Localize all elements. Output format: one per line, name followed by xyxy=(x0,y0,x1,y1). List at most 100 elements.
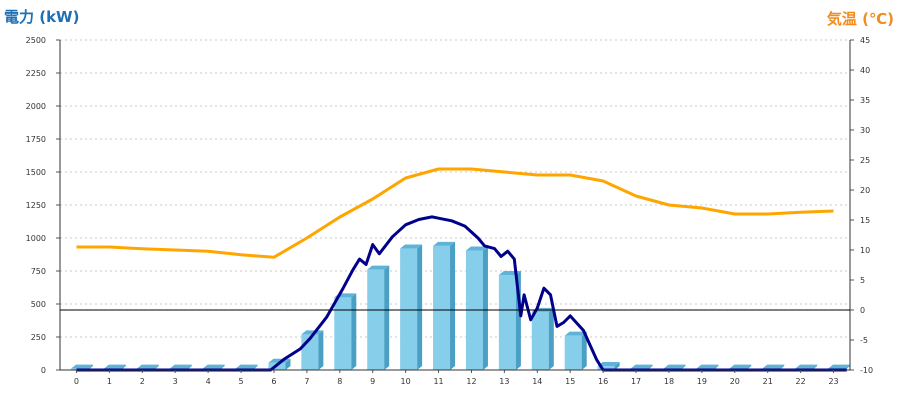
x-tick-label: 21 xyxy=(763,377,773,386)
x-tick-label: 0 xyxy=(74,377,79,386)
bar-front xyxy=(597,366,615,370)
bar-side xyxy=(318,330,324,370)
power-bar xyxy=(367,265,390,370)
bar-front xyxy=(531,311,549,370)
power-bar xyxy=(400,244,423,370)
right-tick-label: 5 xyxy=(860,276,865,285)
bar-side xyxy=(417,244,423,370)
right-tick-label: 20 xyxy=(860,186,870,195)
x-tick-label: 1 xyxy=(107,377,112,386)
x-tick-label: 15 xyxy=(565,377,575,386)
left-tick-label: 250 xyxy=(31,333,46,342)
power-line xyxy=(76,215,847,372)
left-tick-label: 1750 xyxy=(26,135,46,144)
left-tick-label: 1250 xyxy=(26,201,46,210)
x-tick-label: 11 xyxy=(433,377,443,386)
x-tick-label: 13 xyxy=(499,377,509,386)
left-tick-label: 500 xyxy=(31,300,46,309)
left-tick-label: 2000 xyxy=(26,102,46,111)
bar-side xyxy=(614,362,620,370)
x-tick-label: 22 xyxy=(796,377,806,386)
right-tick-label: 30 xyxy=(860,126,870,135)
bar-top xyxy=(696,364,719,369)
axes xyxy=(56,39,854,373)
tick-labels: 02505007501000125015001750200022502500-1… xyxy=(26,36,873,386)
x-tick-label: 10 xyxy=(401,377,411,386)
right-tick-label: 15 xyxy=(860,216,870,225)
power-bars xyxy=(70,241,851,370)
power-bar xyxy=(465,246,488,370)
left-tick-label: 2500 xyxy=(26,36,46,45)
bar-side xyxy=(285,358,291,370)
power-bar xyxy=(531,307,554,370)
bar-top xyxy=(762,364,785,369)
bar-side xyxy=(548,307,554,370)
left-tick-label: 1000 xyxy=(26,234,46,243)
series-lines xyxy=(76,167,847,372)
bar-top xyxy=(564,331,587,336)
x-tick-label: 4 xyxy=(206,377,211,386)
x-tick-label: 18 xyxy=(664,377,674,386)
right-axis-label: 気温 (℃) xyxy=(827,10,894,28)
bar-top xyxy=(235,364,258,369)
bar-side xyxy=(384,265,390,370)
x-tick-label: 12 xyxy=(466,377,476,386)
bar-top xyxy=(465,246,488,251)
bar-front xyxy=(433,245,451,370)
x-tick-label: 19 xyxy=(697,377,707,386)
power-bar xyxy=(597,362,620,370)
x-tick-label: 23 xyxy=(828,377,838,386)
bar-top xyxy=(400,244,423,249)
right-tick-label: -10 xyxy=(860,366,873,375)
bar-top xyxy=(301,330,324,335)
left-tick-label: 2250 xyxy=(26,69,46,78)
bar-front xyxy=(498,274,516,370)
bar-top xyxy=(729,364,752,369)
bar-top xyxy=(136,364,159,369)
bar-top xyxy=(169,364,192,369)
x-tick-label: 2 xyxy=(140,377,145,386)
x-tick-label: 8 xyxy=(337,377,342,386)
x-tick-label: 14 xyxy=(532,377,542,386)
bar-top xyxy=(433,241,456,246)
power-bar xyxy=(433,241,456,370)
bar-top xyxy=(367,265,390,270)
right-tick-label: 0 xyxy=(860,306,865,315)
bar-top xyxy=(202,364,225,369)
bar-front xyxy=(367,269,385,370)
bar-top xyxy=(630,364,653,369)
bar-top xyxy=(597,362,620,367)
temperature-line xyxy=(76,167,834,259)
right-tick-label: 25 xyxy=(860,156,870,165)
bar-top xyxy=(103,364,126,369)
x-tick-label: 7 xyxy=(304,377,309,386)
bar-top xyxy=(70,364,93,369)
bar-front xyxy=(564,335,582,370)
right-tick-label: 45 xyxy=(860,36,870,45)
bar-front xyxy=(400,248,418,370)
left-tick-label: 1500 xyxy=(26,168,46,177)
x-tick-label: 17 xyxy=(631,377,641,386)
x-tick-label: 20 xyxy=(730,377,740,386)
x-tick-label: 16 xyxy=(598,377,608,386)
x-tick-label: 3 xyxy=(173,377,178,386)
bar-side xyxy=(581,331,587,370)
x-tick-label: 9 xyxy=(370,377,375,386)
bar-top xyxy=(828,364,851,369)
bar-top xyxy=(795,364,818,369)
bar-side xyxy=(450,241,456,370)
right-tick-label: 10 xyxy=(860,246,870,255)
x-tick-label: 5 xyxy=(238,377,243,386)
bar-side xyxy=(351,293,357,370)
left-tick-label: 0 xyxy=(41,366,46,375)
right-tick-label: 40 xyxy=(860,66,870,75)
power-bar xyxy=(334,293,357,370)
left-tick-label: 750 xyxy=(31,267,46,276)
x-tick-label: 6 xyxy=(271,377,276,386)
bar-front xyxy=(334,297,352,370)
right-tick-label: 35 xyxy=(860,96,870,105)
power-bar xyxy=(564,331,587,370)
right-tick-label: -5 xyxy=(860,336,868,345)
left-axis-label: 電力 (kW) xyxy=(4,8,79,26)
